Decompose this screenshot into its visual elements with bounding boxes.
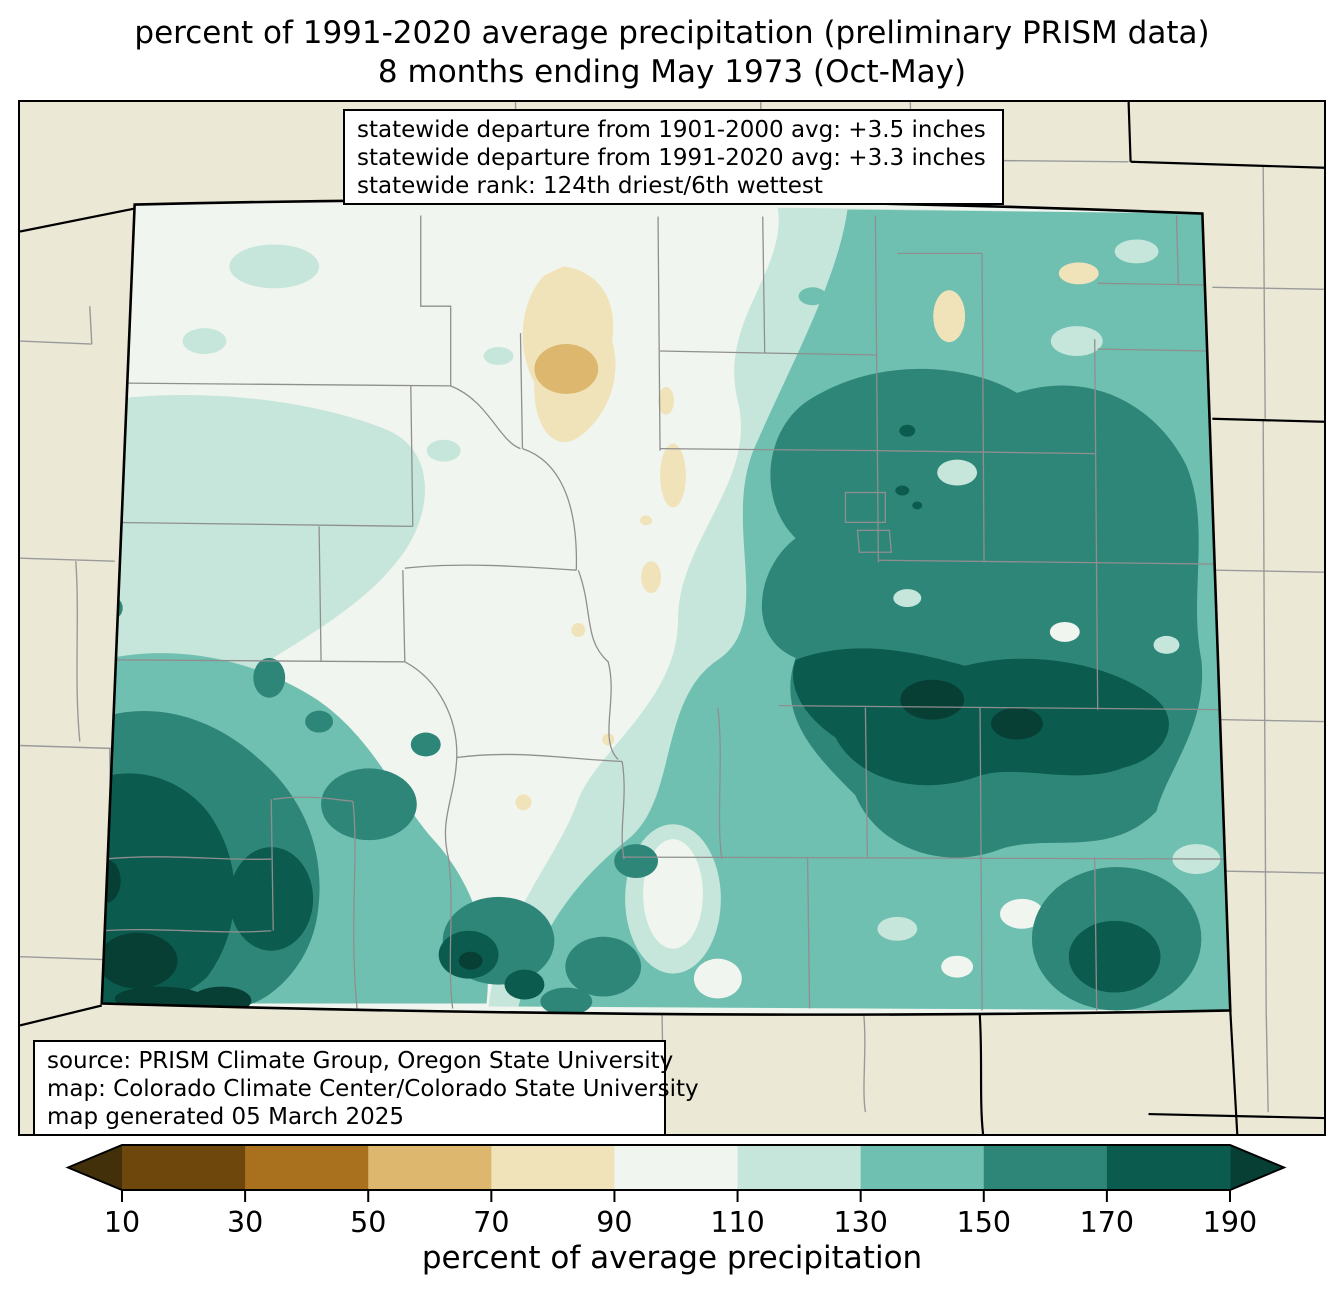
title-line-2: 8 months ending May 1973 (Oct-May) <box>377 54 967 90</box>
credits-box: source: PRISM Climate Group, Oregon Stat… <box>33 1040 699 1136</box>
precip-contours-layer <box>101 199 1231 1015</box>
colorbar-segment <box>491 1145 615 1190</box>
colorbar-tick-label: 130 <box>833 1206 887 1239</box>
stat-rank: statewide rank: 124th driest/6th wettest <box>357 173 823 199</box>
colorbar-tick-label: 70 <box>473 1206 509 1239</box>
stat-departure-1991-2020: statewide departure from 1991-2020 avg: … <box>357 145 986 171</box>
colorbar-tick-label: 90 <box>596 1206 632 1239</box>
stat-departure-1901-2000: statewide departure from 1901-2000 avg: … <box>357 117 986 143</box>
colorbar-under-arrow <box>68 1145 122 1190</box>
colorbar-tick-label: 170 <box>1080 1206 1134 1239</box>
colorbar-outline <box>65 1144 1287 1191</box>
map-frame <box>18 100 1326 1136</box>
colorbar-segment <box>245 1145 369 1190</box>
colorbar-segment <box>368 1145 492 1190</box>
title-line-1: percent of 1991-2020 average precipitati… <box>134 15 1210 51</box>
county-lines-layer <box>103 215 1231 1011</box>
colorbar-tick-label: 50 <box>350 1206 386 1239</box>
colorbar-segment <box>122 1145 246 1190</box>
credit-source: source: PRISM Climate Group, Oregon Stat… <box>47 1048 674 1074</box>
colorbar-tick-label: 150 <box>957 1206 1011 1239</box>
colorbar-tick-label: 190 <box>1203 1206 1257 1239</box>
colorbar-segment <box>737 1145 862 1190</box>
credit-map: map: Colorado Climate Center/Colorado St… <box>47 1076 699 1102</box>
colorbar-segment <box>1106 1145 1231 1190</box>
colorado-precipitation-map <box>20 102 1324 1134</box>
statewide-stats-box: statewide departure from 1901-2000 avg: … <box>343 109 1004 205</box>
colorbar-tick-label: 30 <box>227 1206 263 1239</box>
colorbar-axis-label: percent of average precipitation <box>421 1240 923 1276</box>
colorbar-segment <box>860 1145 985 1190</box>
credit-generated: map generated 05 March 2025 <box>47 1104 405 1130</box>
colorbar-tick-label: 10 <box>104 1206 140 1239</box>
colorbar-segment <box>983 1145 1108 1190</box>
colorbar-over-arrow <box>1230 1145 1284 1190</box>
colorbar-tick-label: 110 <box>710 1206 764 1239</box>
colorbar-segment <box>614 1145 739 1190</box>
